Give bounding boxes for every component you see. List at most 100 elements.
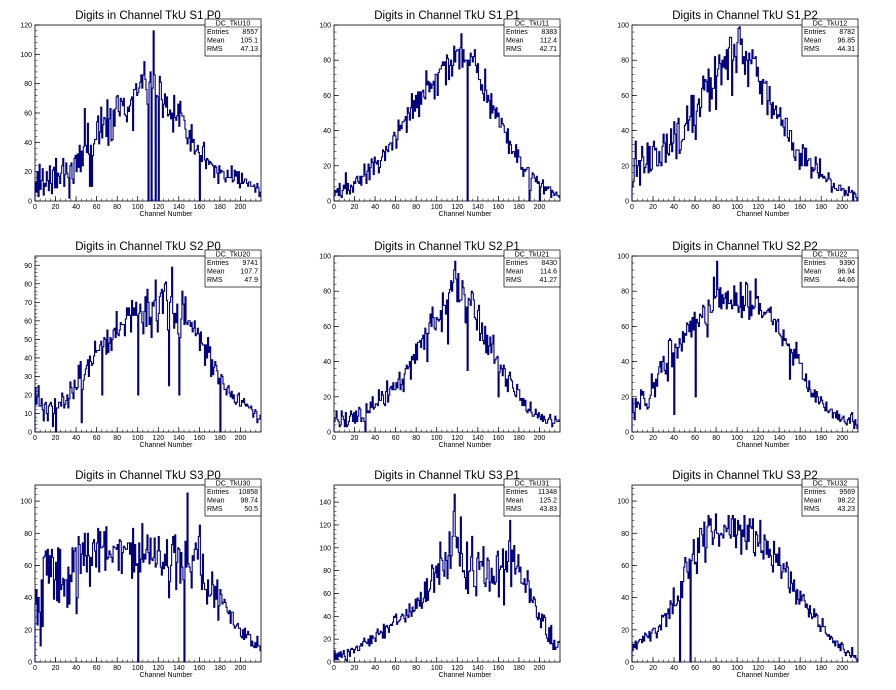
panel-title: Digits in Channel TkU S2 P1 (374, 241, 520, 253)
x-tick-label: 20 (351, 435, 359, 442)
y-tick-label: 60 (621, 93, 629, 100)
y-tick-label: 80 (621, 531, 629, 538)
x-tick-label: 0 (33, 435, 37, 442)
stats-value: 9741 (242, 260, 258, 267)
x-tick-label: 100 (431, 204, 443, 211)
stats-label: Mean (506, 269, 524, 276)
stats-value: 50.5 (244, 506, 258, 513)
stats-value: 47.9 (244, 277, 258, 284)
y-tick-label: 60 (323, 324, 331, 331)
stats-label: Entries (207, 29, 229, 36)
x-tick-label: 200 (534, 435, 546, 442)
x-tick-label: 200 (534, 204, 546, 211)
x-tick-label: 200 (836, 665, 848, 672)
stats-value: 9390 (839, 260, 855, 267)
stats-box-frame (204, 18, 262, 57)
x-tick-label: 180 (513, 665, 525, 672)
panel-title: Digits in Channel TkU S2 P0 (75, 241, 221, 253)
y-tick-label: 0 (327, 660, 331, 667)
stats-label: RMS (804, 506, 820, 513)
x-tick-label: 0 (332, 204, 336, 211)
x-tick-label: 120 (451, 435, 463, 442)
x-tick-label: 100 (132, 435, 144, 442)
x-tick-label: 60 (691, 435, 699, 442)
x-tick-label: 60 (691, 665, 699, 672)
x-tick-label: 40 (670, 435, 678, 442)
stats-box-frame (801, 18, 859, 57)
x-tick-label: 140 (472, 665, 484, 672)
y-tick-label: 0 (28, 660, 32, 667)
x-tick-label: 160 (194, 435, 206, 442)
y-tick-label: 0 (625, 430, 629, 437)
x-tick-label: 60 (93, 665, 101, 672)
stats-box-frame (503, 249, 561, 288)
y-tick-label: 0 (625, 660, 629, 667)
x-tick-label: 200 (534, 665, 546, 672)
histogram-panel: Digits in Channel TkU S3 P0 0 20 40 60 80 100 0… (20, 470, 262, 679)
y-tick-label: 40 (621, 128, 629, 135)
x-tick-label: 80 (412, 665, 420, 672)
stats-box-frame (503, 18, 561, 57)
y-tick-label: 80 (323, 289, 331, 296)
panel-title: Digits in Channel TkU S3 P2 (672, 470, 818, 482)
stats-label: Mean (207, 269, 225, 276)
x-tick-label: 100 (731, 435, 743, 442)
y-tick-label: 40 (24, 355, 32, 362)
y-tick-label: 20 (323, 163, 331, 170)
x-tick-label: 160 (794, 435, 806, 442)
stats-hist-name: DC_TkU11 (515, 21, 549, 28)
x-tick-label: 20 (649, 204, 657, 211)
y-tick-label: 20 (24, 169, 32, 176)
x-tick-label: 140 (173, 204, 185, 211)
stats-hist-name: DC_TkU21 (515, 252, 550, 259)
stats-label: Mean (804, 498, 822, 505)
y-tick-label: 80 (621, 289, 629, 296)
stats-hist-name: DC_TkU30 (216, 481, 251, 488)
stats-label: Mean (506, 498, 524, 505)
histogram-panel: Digits in Channel TkU S1 P1 0 20 40 60 80 100 0… (319, 10, 561, 218)
x-tick-label: 120 (752, 204, 764, 211)
x-tick-label: 100 (731, 665, 743, 672)
y-tick-label: 20 (621, 163, 629, 170)
x-tick-label: 20 (649, 435, 657, 442)
x-tick-label: 80 (113, 204, 121, 211)
x-tick-label: 60 (691, 204, 699, 211)
y-tick-label: 40 (24, 140, 32, 147)
x-tick-label: 100 (132, 665, 144, 672)
x-tick-label: 200 (235, 665, 247, 672)
histogram-series (34, 30, 261, 202)
stats-hist-name: DC_TkU32 (813, 481, 848, 488)
x-axis-label: Channel Number (140, 442, 194, 449)
x-axis-label: Channel Number (737, 442, 791, 449)
stats-label: Entries (506, 489, 528, 496)
x-tick-label: 200 (836, 435, 848, 442)
x-tick-label: 180 (214, 665, 226, 672)
histogram-panel: Digits in Channel TkU S3 P1 0 20 40 60 80 100 1… (319, 470, 561, 679)
histogram-series (333, 33, 560, 202)
x-tick-label: 0 (332, 435, 336, 442)
stats-label: RMS (207, 277, 223, 284)
stats-label: Entries (506, 29, 528, 36)
x-axis-label: Channel Number (439, 211, 493, 218)
histogram-series (34, 492, 261, 663)
panel-title: Digits in Channel TkU S2 P2 (672, 241, 818, 253)
x-tick-label: 100 (431, 435, 443, 442)
x-tick-label: 160 (493, 665, 505, 672)
x-tick-label: 200 (235, 204, 247, 211)
y-tick-label: 20 (621, 394, 629, 401)
x-tick-label: 160 (493, 204, 505, 211)
x-tick-label: 0 (630, 435, 634, 442)
y-tick-label: 120 (20, 23, 32, 30)
x-tick-label: 180 (214, 204, 226, 211)
stats-value: 44.31 (837, 46, 855, 53)
histogram-series (34, 266, 261, 433)
x-tick-label: 40 (371, 435, 379, 442)
panel-title: Digits in Channel TkU S1 P0 (75, 10, 221, 22)
y-tick-label: 20 (621, 627, 629, 634)
x-tick-label: 20 (52, 204, 60, 211)
x-tick-label: 160 (194, 665, 206, 672)
x-tick-label: 120 (152, 665, 164, 672)
